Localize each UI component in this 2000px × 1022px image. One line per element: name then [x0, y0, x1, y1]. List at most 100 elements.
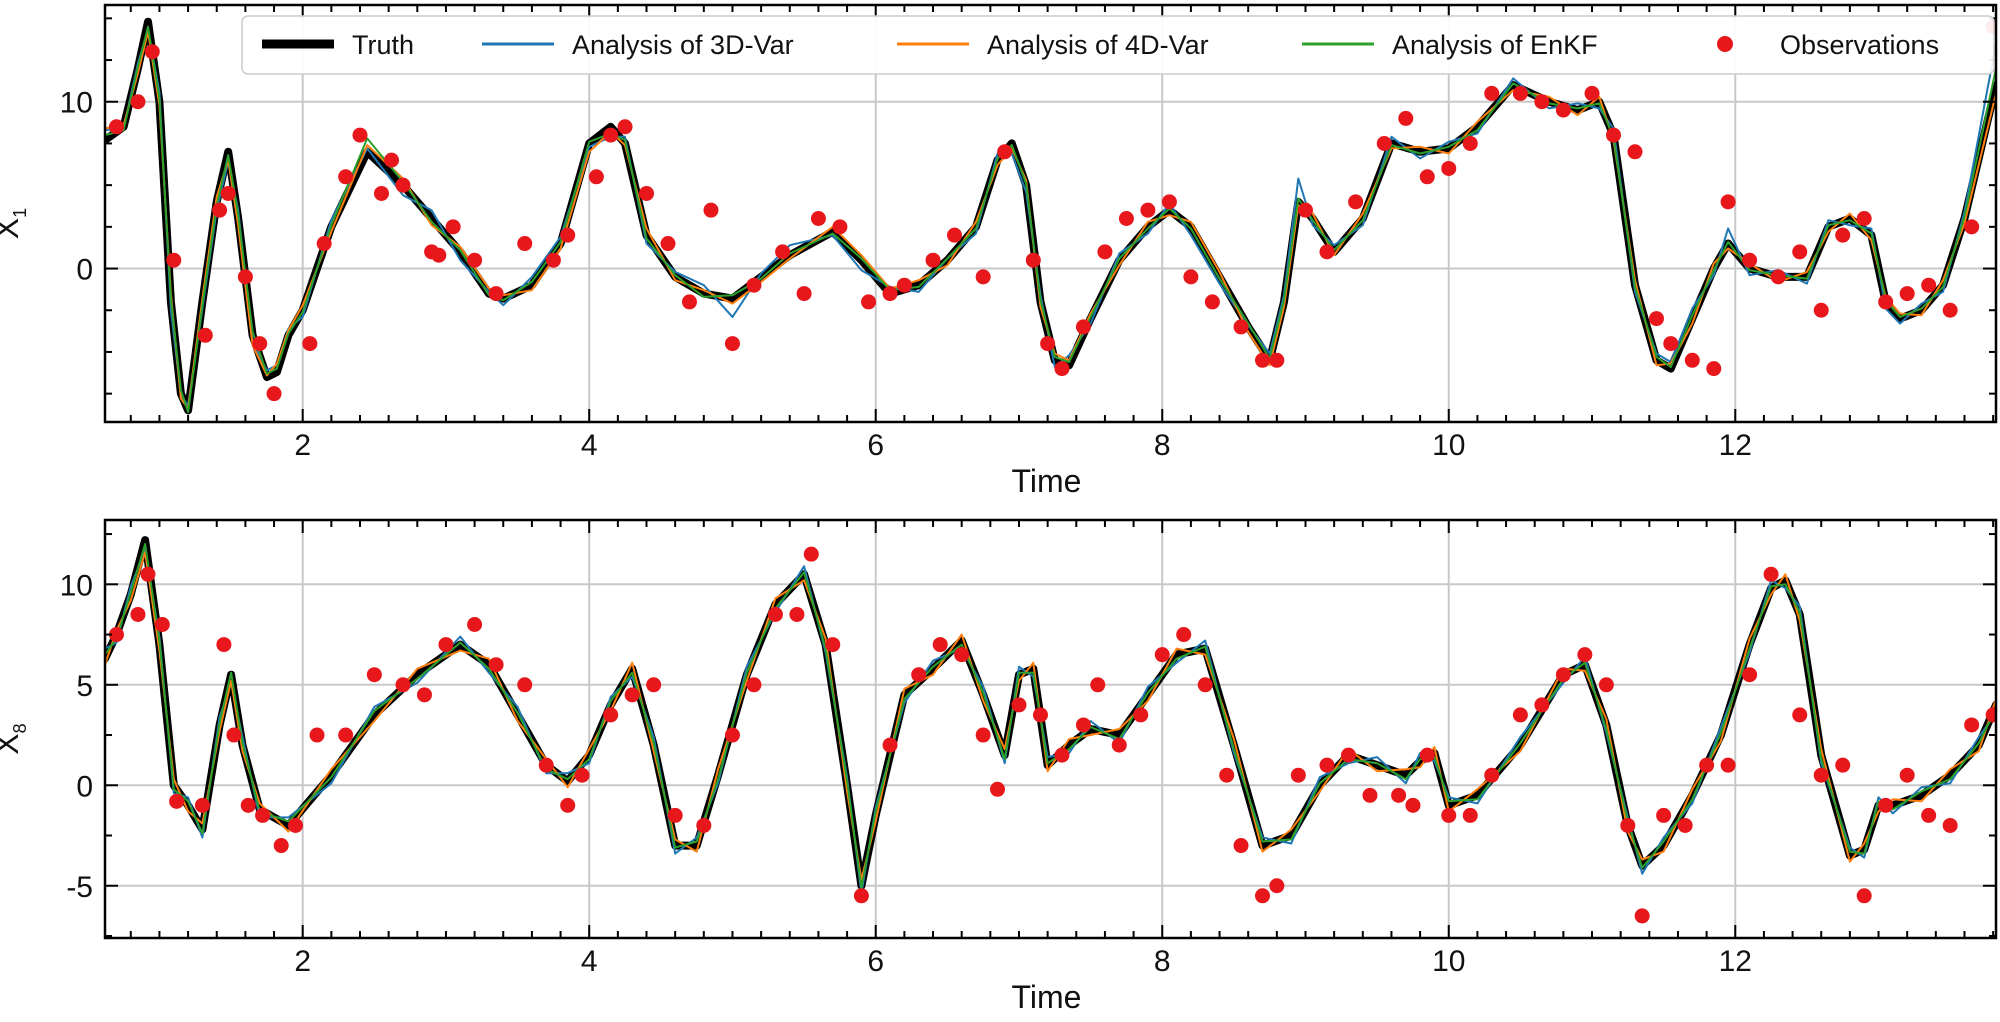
legend-label-observations: Observations: [1780, 30, 1939, 60]
observation-point: [1161, 194, 1177, 210]
observation-point: [1627, 144, 1643, 160]
observation-point: [896, 277, 912, 293]
observation-point: [1032, 707, 1048, 723]
top-panel-x1: 2 4 6 8 10 12 0 10 Time X1: [0, 3, 1998, 499]
observation-point: [825, 637, 841, 653]
observation-point: [395, 677, 411, 693]
observation-point: [588, 169, 604, 185]
observation-point: [316, 236, 332, 252]
legend-label-analysis-of-3d-var: Analysis of 3D-Var: [572, 30, 794, 60]
observation-point: [1921, 277, 1937, 293]
observation-point: [130, 94, 146, 110]
top-x-tick-label: 2: [294, 429, 311, 462]
observation-point: [1964, 717, 1980, 733]
bottom-x-tick-label: 8: [1154, 945, 1171, 978]
observation-point: [266, 386, 282, 402]
observation-point: [911, 667, 927, 683]
observation-point: [366, 667, 382, 683]
observation-point: [1598, 677, 1614, 693]
observation-point: [1419, 169, 1435, 185]
observation-point: [1441, 160, 1457, 176]
legend-marker-observations: [1717, 36, 1733, 52]
observation-point: [302, 336, 318, 352]
observation-point: [1405, 797, 1421, 813]
observation-point: [947, 227, 963, 243]
observation-point: [1921, 807, 1937, 823]
observation-point: [1484, 85, 1500, 101]
observation-point: [1118, 211, 1134, 227]
observation-point: [488, 286, 504, 302]
observation-point: [681, 294, 697, 310]
observation-point: [1813, 767, 1829, 783]
observation-point: [775, 244, 791, 260]
observation-point: [1441, 807, 1457, 823]
observation-point: [1763, 566, 1779, 582]
observation-point: [724, 727, 740, 743]
observation-point: [1319, 757, 1335, 773]
observation-point: [416, 687, 432, 703]
observation-point: [617, 119, 633, 135]
observation-point: [1391, 787, 1407, 803]
observation-point: [1176, 627, 1192, 643]
bottom-y-tick-label: 10: [60, 569, 93, 602]
observation-point: [1290, 767, 1306, 783]
observation-point: [574, 767, 590, 783]
observation-point: [538, 757, 554, 773]
observation-point: [703, 202, 719, 218]
observation-point: [853, 888, 869, 904]
observation-point: [1297, 202, 1313, 218]
observation-point: [373, 185, 389, 201]
observation-point: [1899, 767, 1915, 783]
observation-point: [1462, 135, 1478, 151]
observation-point: [220, 185, 236, 201]
observation-point: [746, 277, 762, 293]
observation-point: [140, 566, 156, 582]
observation-point: [395, 177, 411, 193]
observation-point: [384, 152, 400, 168]
observation-point: [467, 617, 483, 632]
observation-point: [194, 797, 210, 813]
observation-point: [1792, 244, 1808, 260]
observation-point: [1512, 85, 1528, 101]
observation-point: [1835, 757, 1851, 773]
observation-point: [1620, 817, 1636, 833]
observation-point: [108, 627, 124, 643]
bottom-series-analysis-of-4d-var: [105, 551, 1996, 881]
bottom-series-analysis-of-enkf: [105, 543, 1996, 889]
observation-point: [975, 269, 991, 285]
bottom-x-tick-label: 10: [1432, 945, 1465, 978]
observation-point: [226, 727, 242, 743]
observation-point: [255, 807, 271, 823]
bottom-series-analysis-of-3d-var: [105, 549, 1996, 895]
bottom-x-tick-label: 4: [581, 945, 598, 978]
observation-point: [1075, 717, 1091, 733]
observation-point: [130, 606, 146, 622]
observation-point: [1512, 707, 1528, 723]
observation-point: [1255, 888, 1271, 904]
observation-point: [1555, 102, 1571, 118]
bottom-x-tick-label: 6: [867, 945, 884, 978]
observation-point: [1742, 667, 1758, 683]
top-x-tick-label: 6: [867, 429, 884, 462]
bottom-plot-area: [105, 536, 1996, 924]
observation-point: [517, 236, 533, 252]
observation-point: [1656, 807, 1672, 823]
observation-point: [1584, 85, 1600, 101]
observation-point: [1684, 352, 1700, 368]
observation-point: [1140, 202, 1156, 218]
observation-point: [240, 797, 256, 813]
observation-point: [1856, 888, 1872, 904]
observation-point: [1942, 302, 1958, 318]
observation-point: [1534, 94, 1550, 110]
top-y-tick-label: 10: [60, 87, 93, 120]
observation-point: [338, 727, 354, 743]
observation-point: [767, 606, 783, 622]
top-x-axis-label: Time: [1012, 463, 1082, 499]
observation-point: [1985, 707, 1996, 723]
observation-point: [646, 677, 662, 693]
observation-point: [724, 336, 740, 352]
legend-box: [241, 15, 1995, 75]
observation-point: [1606, 127, 1622, 143]
observation-point: [1462, 807, 1478, 823]
